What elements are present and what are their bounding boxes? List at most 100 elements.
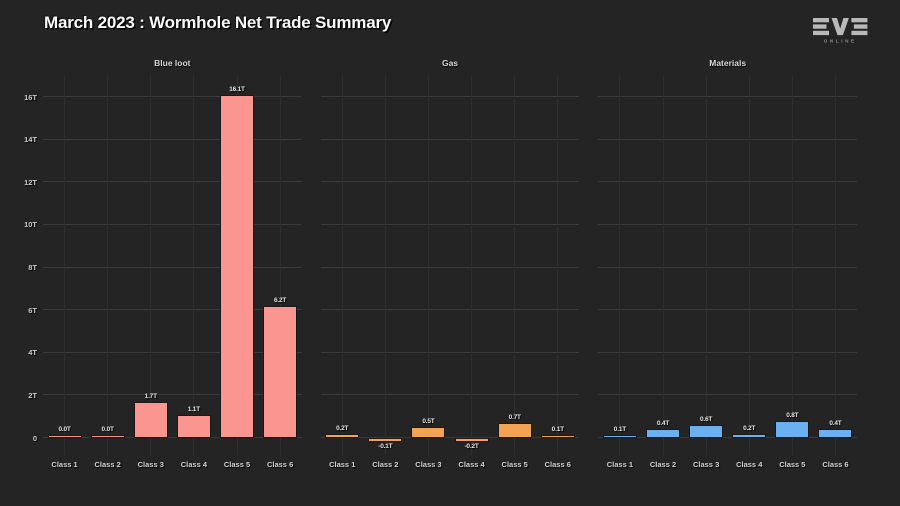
category-label: Class 2 (372, 460, 399, 469)
subplot-materials: Materials 0.1T Class 1 0.4T Class 2 0.6T Clas… (598, 58, 858, 469)
gridline-vertical (791, 75, 793, 455)
subplot-title-gas: Gas (441, 58, 459, 68)
gridline-horizontal (43, 394, 302, 396)
gridline-horizontal (598, 309, 858, 311)
gridline-horizontal (320, 437, 580, 438)
bar-class-2 (646, 429, 680, 438)
y-axis-tick-label: 12T (24, 177, 37, 187)
bar-value-label: 16.1T (229, 85, 245, 93)
gridline-horizontal (43, 96, 302, 97)
page-title: March 2023 : Wormhole Net Trade Summary (44, 13, 392, 32)
bar-class-1 (47, 434, 82, 438)
gridline-horizontal (598, 138, 858, 140)
logo-subtext: ONLINE (824, 39, 857, 44)
bar-value-label: 0.6T (700, 416, 713, 424)
bar-value-label: 0.2T (336, 424, 349, 432)
gridline-horizontal (320, 96, 580, 97)
category-label: Class 6 (822, 460, 849, 469)
gridline-horizontal (598, 266, 858, 268)
category-label: Class 2 (649, 460, 677, 469)
bar-value-label: 0.5T (422, 418, 435, 426)
eve-online-logo: ONLINE (813, 18, 869, 50)
gridline-horizontal (43, 181, 302, 183)
gridline-horizontal (320, 351, 580, 353)
gridline-vertical (427, 75, 429, 455)
bar-value-label: 0.1T (551, 425, 564, 433)
gridline-vertical (279, 75, 281, 455)
bar-class-4 (732, 433, 767, 438)
category-label: Class 5 (501, 460, 528, 469)
gridline-horizontal (43, 309, 302, 311)
category-label: Class 4 (736, 460, 763, 469)
subplot-blue-loot: Blue loot 0 2T 4T 6T 8T 10T 12T 14T 16T 0.0T Class… (24, 58, 302, 469)
gridline-vertical (705, 75, 707, 455)
category-label: Class 4 (458, 460, 485, 469)
gridline-vertical (193, 75, 195, 455)
category-label: Class 6 (544, 460, 571, 469)
y-axis-tick-label: 16T (24, 92, 37, 102)
bar-class-6 (263, 305, 298, 438)
bar-class-3 (133, 401, 168, 438)
y-axis-tick-label: 14T (24, 135, 37, 145)
bar-class-3 (411, 427, 446, 438)
bar-value-label: 0.4T (656, 420, 670, 428)
bar-class-4 (176, 414, 211, 438)
bar-class-2 (90, 434, 125, 438)
category-label: Class 6 (266, 460, 294, 469)
category-label: Class 1 (51, 460, 78, 469)
gridline-horizontal (43, 138, 302, 140)
bar-class-1 (602, 434, 637, 438)
bar-class-5 (497, 423, 532, 438)
category-label: Class 2 (94, 460, 121, 469)
category-label: Class 3 (137, 460, 164, 469)
gridline-horizontal (598, 394, 858, 396)
bar-value-label: 1.7T (144, 392, 157, 400)
charts-row: Blue loot 0 2T 4T 6T 8T 10T 12T 14T 16T 0.0T Class… (24, 58, 858, 469)
bar-value-label: 0.4T (829, 420, 842, 428)
bar-class-5 (775, 420, 810, 438)
y-axis-tick-label: 0 (32, 433, 37, 443)
y-axis-tick-label: 6T (28, 305, 37, 315)
plot-area-blue-loot: 0 2T 4T 6T 8T 10T 12T 14T 16T 0.0T Class 1 0.0T Clas… (24, 75, 302, 469)
bar-class-2 (368, 438, 403, 442)
gridline-horizontal (43, 351, 302, 353)
eve-logo-icon: ONLINE (813, 18, 868, 44)
bar-class-4 (454, 438, 489, 443)
gridline-horizontal (320, 394, 580, 396)
gridline-vertical (107, 75, 109, 455)
gridline-horizontal (320, 223, 580, 225)
y-axis-tick-label: 8T (28, 263, 37, 272)
subplot-title-materials: Materials (709, 58, 747, 68)
gridline-horizontal (598, 437, 858, 438)
bar-value-label: 0.7T (508, 414, 521, 422)
bar-value-label: 0.2T (743, 424, 756, 432)
gridline-vertical (748, 75, 750, 455)
gridline-horizontal (320, 138, 580, 140)
bar-value-label: 0.1T (613, 425, 627, 433)
category-label: Class 1 (329, 460, 356, 469)
bar-value-label: 0.0T (58, 425, 71, 433)
bar-class-6 (818, 429, 853, 438)
category-label: Class 3 (692, 460, 720, 469)
bar-class-1 (325, 433, 360, 438)
gridline-vertical (514, 75, 516, 455)
bar-value-label: -0.1T (378, 442, 393, 450)
category-label: Class 4 (180, 460, 208, 469)
subplot-title-blue-loot: Blue loot (154, 58, 191, 68)
gridline-vertical (662, 75, 664, 455)
y-axis-tick-label: 4T (28, 348, 37, 358)
gridline-vertical (557, 75, 559, 455)
gridline-vertical (341, 75, 343, 455)
gridline-horizontal (598, 96, 858, 97)
gridline-vertical (834, 75, 836, 455)
gridline-vertical (471, 75, 473, 455)
gridline-horizontal (43, 437, 302, 438)
bar-value-label: 0.8T (786, 411, 799, 419)
plot-area-gas: 0.2T Class 1 -0.1T Class 2 0.5T Class 3 -0.2T C… (320, 75, 580, 469)
gridline-horizontal (320, 266, 580, 268)
category-label: Class 5 (779, 460, 806, 469)
gridline-vertical (64, 75, 66, 455)
gridline-horizontal (598, 351, 858, 353)
bar-value-label: 0.0T (101, 425, 114, 433)
category-label: Class 1 (606, 460, 634, 469)
